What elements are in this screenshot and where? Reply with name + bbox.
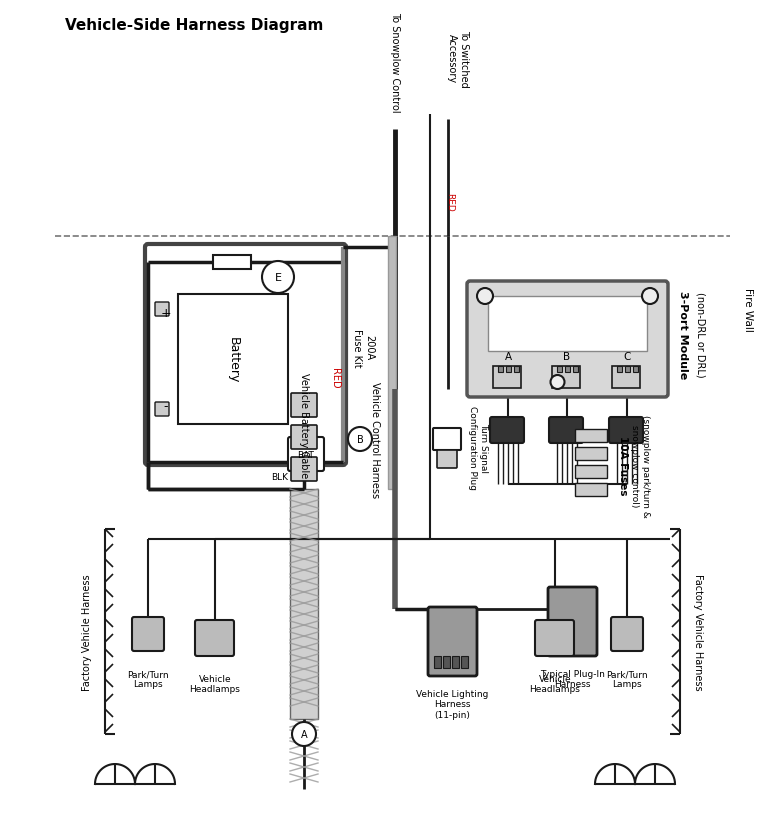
Bar (213, 256, 251, 270)
Text: Vehicle
Headlamps: Vehicle Headlamps (190, 674, 240, 694)
Text: (snowplow park/turn &
snowplow control): (snowplow park/turn & snowplow control) (630, 414, 650, 517)
Bar (552, 366, 580, 389)
Text: 10A Fuses: 10A Fuses (618, 436, 628, 495)
FancyBboxPatch shape (467, 282, 668, 398)
Text: RED: RED (330, 367, 340, 388)
Text: A: A (504, 352, 512, 361)
FancyBboxPatch shape (155, 303, 169, 317)
FancyBboxPatch shape (433, 429, 461, 451)
Bar (388, 237, 396, 489)
Text: Factory Vehicle Harness: Factory Vehicle Harness (693, 573, 703, 690)
Bar (612, 366, 640, 389)
Text: C: C (623, 352, 631, 361)
Circle shape (477, 288, 493, 304)
Text: +: + (161, 306, 171, 319)
FancyBboxPatch shape (548, 588, 597, 656)
Text: BLK: BLK (272, 472, 289, 482)
Text: Park/Turn
Lamps: Park/Turn Lamps (127, 669, 169, 689)
Bar (557, 366, 562, 373)
Text: RED: RED (445, 192, 455, 212)
Text: Typical Plug-In
Harness: Typical Plug-In Harness (540, 669, 605, 689)
Bar (488, 297, 647, 352)
Circle shape (348, 427, 372, 451)
Bar (575, 430, 607, 442)
Bar (452, 656, 459, 668)
Bar (573, 366, 578, 373)
Text: 200A
Fuse Kit: 200A Fuse Kit (352, 329, 374, 367)
FancyBboxPatch shape (490, 417, 524, 443)
FancyBboxPatch shape (155, 402, 169, 416)
Bar (575, 466, 607, 478)
Text: BAT: BAT (297, 450, 314, 459)
FancyBboxPatch shape (291, 426, 317, 450)
Bar (493, 366, 521, 389)
Bar (498, 366, 503, 373)
Text: Vehicle Lighting
Harness
(11-pin): Vehicle Lighting Harness (11-pin) (416, 689, 489, 719)
Text: Vehicle-Side Harness Diagram: Vehicle-Side Harness Diagram (65, 18, 323, 33)
Text: Vehicle Control Harness: Vehicle Control Harness (370, 381, 380, 497)
FancyBboxPatch shape (549, 417, 583, 443)
Text: (non-DRL or DRL): (non-DRL or DRL) (696, 292, 706, 377)
Circle shape (262, 262, 294, 293)
Circle shape (292, 722, 316, 746)
Circle shape (642, 288, 658, 304)
Text: -: - (164, 400, 168, 413)
Bar (178, 294, 288, 425)
Text: Battery: Battery (226, 336, 239, 383)
Text: Vehicle Battery Cable: Vehicle Battery Cable (299, 372, 309, 477)
FancyBboxPatch shape (609, 417, 643, 443)
Text: A: A (300, 729, 307, 739)
FancyBboxPatch shape (195, 620, 234, 656)
Text: To Snowplow Control: To Snowplow Control (390, 12, 400, 113)
FancyBboxPatch shape (132, 617, 164, 651)
Bar (514, 366, 519, 373)
FancyBboxPatch shape (291, 394, 317, 417)
FancyBboxPatch shape (535, 620, 574, 656)
Bar (290, 489, 318, 719)
Bar (461, 656, 468, 668)
Bar (575, 483, 607, 497)
Text: To Switched
Accessory: To Switched Accessory (447, 30, 469, 88)
Text: B: B (564, 352, 571, 361)
Circle shape (550, 375, 564, 390)
Bar (617, 366, 622, 373)
Bar (575, 447, 607, 461)
FancyBboxPatch shape (145, 245, 346, 466)
FancyBboxPatch shape (288, 437, 324, 472)
Bar (625, 366, 630, 373)
Bar (434, 656, 441, 668)
Text: E: E (275, 273, 282, 283)
FancyBboxPatch shape (428, 607, 477, 676)
Bar (443, 656, 450, 668)
FancyBboxPatch shape (437, 451, 457, 468)
Text: 3-Port Module: 3-Port Module (678, 291, 688, 379)
Text: Fire Wall: Fire Wall (743, 288, 753, 332)
Text: Turn Signal
Configuration Plug: Turn Signal Configuration Plug (469, 405, 488, 489)
Text: Factory Vehicle Harness: Factory Vehicle Harness (82, 573, 92, 690)
Text: B: B (357, 435, 364, 445)
Bar (506, 366, 511, 373)
FancyBboxPatch shape (291, 457, 317, 482)
Text: Vehicle
Headlamps: Vehicle Headlamps (530, 674, 581, 694)
Bar (565, 366, 570, 373)
Bar (633, 366, 638, 373)
FancyBboxPatch shape (611, 617, 643, 651)
Text: Park/Turn
Lamps: Park/Turn Lamps (606, 669, 648, 689)
